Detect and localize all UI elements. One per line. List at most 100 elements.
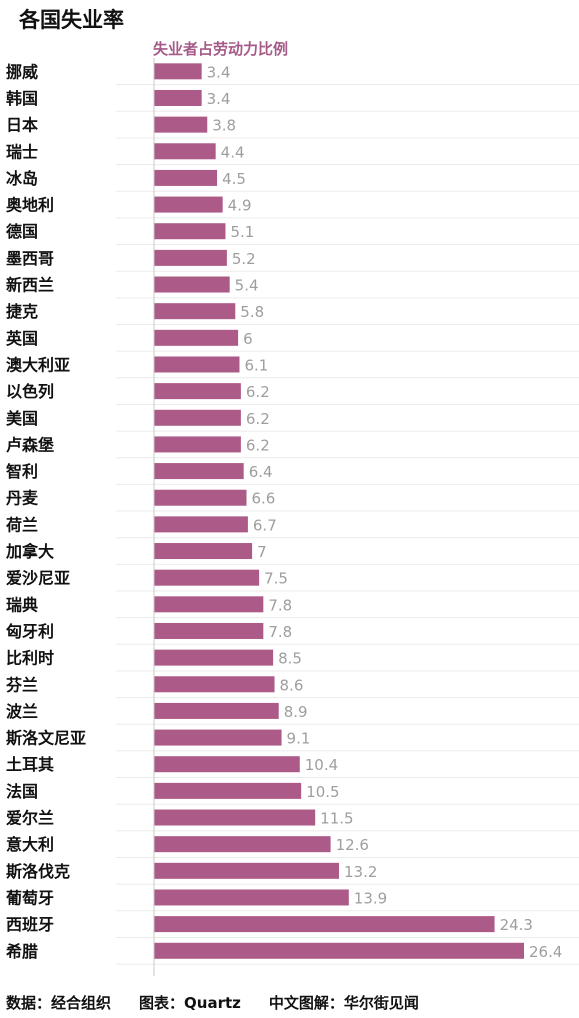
category-label: 新西兰: [6, 276, 54, 295]
value-label: 6.7: [253, 516, 277, 534]
category-label: 匈牙利: [5, 622, 54, 641]
bar: [154, 889, 349, 906]
value-label: 5.4: [235, 277, 259, 295]
category-label: 瑞典: [6, 595, 38, 614]
bar: [154, 143, 216, 160]
bar: [154, 276, 230, 293]
bar: [154, 63, 202, 80]
bar: [154, 516, 248, 533]
bar: [154, 622, 264, 639]
value-label: 13.2: [344, 863, 377, 881]
bar: [154, 543, 253, 560]
category-label: 日本: [6, 116, 38, 135]
category-label: 比利时: [6, 649, 54, 668]
category-label: 波兰: [6, 702, 38, 721]
category-label: 斯洛文尼亚: [6, 729, 86, 748]
category-label: 德国: [6, 222, 38, 241]
bar: [154, 356, 240, 373]
category-label: 墨西哥: [6, 249, 54, 268]
value-label: 8.9: [284, 703, 308, 721]
bar: [154, 596, 264, 613]
footer: 数据：经合组织 图表：Quartz 中文图解：华尔街见闻: [6, 992, 419, 1013]
value-label: 5.2: [232, 250, 256, 268]
bar: [154, 702, 279, 719]
bar: [154, 862, 339, 879]
category-label: 土耳其: [6, 755, 54, 774]
value-label: 3.4: [207, 63, 231, 81]
category-label: 爱尔兰: [6, 809, 54, 828]
value-label: 6.2: [246, 410, 270, 428]
bar: [154, 116, 208, 133]
bar: [154, 942, 524, 959]
bar-chart: 挪威 3.4 韩国 3.4 日本 3.8 瑞士 4.4 冰岛 4.5 奥地利 4.9 德国 5.1 墨西哥 5…: [5, 58, 579, 977]
value-label: 6.2: [246, 383, 270, 401]
chinese-credit: 中文图解：华尔街见闻: [268, 994, 419, 1012]
value-label: 8.6: [280, 676, 304, 694]
value-label: 10.4: [305, 756, 338, 774]
bar: [154, 223, 226, 240]
value-label: 6.1: [244, 356, 268, 374]
category-label: 澳大利亚: [6, 355, 70, 374]
bar: [154, 756, 300, 773]
category-label: 爱沙尼亚: [6, 569, 70, 588]
bar: [154, 676, 275, 693]
bar: [154, 89, 202, 106]
category-label: 美国: [6, 409, 38, 428]
category-label: 加拿大: [5, 542, 54, 561]
value-label: 26.4: [529, 943, 562, 961]
category-label: 瑞士: [6, 142, 38, 161]
bar: [154, 409, 241, 426]
category-label: 挪威: [6, 62, 38, 81]
category-label: 芬兰: [5, 675, 38, 694]
category-label: 捷克: [6, 302, 38, 321]
category-label: 葡萄牙: [5, 888, 54, 907]
category-label: 奥地利: [6, 196, 54, 215]
category-label: 韩国: [6, 89, 38, 108]
source-credit: 数据：经合组织: [6, 994, 112, 1012]
value-label: 4.4: [221, 143, 245, 161]
value-label: 7.5: [264, 570, 288, 588]
value-label: 12.6: [336, 836, 369, 854]
chart-credit: 图表：Quartz: [139, 994, 241, 1012]
bar: [154, 196, 223, 213]
bar: [154, 249, 227, 266]
value-label: 6.4: [249, 463, 273, 481]
category-label: 冰岛: [6, 169, 38, 188]
category-label: 智利: [6, 462, 38, 481]
bar: [154, 569, 260, 586]
value-label: 5.8: [240, 303, 264, 321]
bar: [154, 916, 495, 933]
value-label: 5.1: [230, 223, 254, 241]
category-label: 法国: [6, 782, 38, 801]
value-label: 7.8: [268, 596, 292, 614]
bar: [154, 782, 302, 799]
bar: [154, 329, 239, 346]
bar: [154, 436, 241, 453]
value-label: 11.5: [320, 810, 353, 828]
bar: [154, 463, 244, 480]
value-label: 24.3: [500, 916, 533, 934]
value-label: 4.9: [228, 197, 252, 215]
value-label: 6.2: [246, 436, 270, 454]
bar: [154, 383, 241, 400]
value-label: 9.1: [287, 730, 311, 748]
value-label: 6.6: [252, 490, 276, 508]
chart-subtitle: 失业者占劳动力比例: [153, 40, 289, 58]
value-label: 8.5: [278, 650, 302, 668]
value-label: 6: [243, 330, 253, 348]
bar: [154, 303, 236, 320]
category-label: 丹麦: [6, 489, 39, 508]
value-label: 10.5: [306, 783, 339, 801]
category-label: 西班牙: [6, 915, 54, 934]
bar: [154, 809, 316, 826]
bar: [154, 729, 282, 746]
value-label: 7.8: [268, 623, 292, 641]
bar: [154, 649, 274, 666]
value-label: 3.8: [212, 117, 236, 135]
category-label: 英国: [5, 329, 38, 348]
category-label: 意大利: [6, 835, 54, 854]
category-label: 斯洛伐克: [6, 862, 70, 881]
bar: [154, 489, 247, 506]
category-label: 卢森堡: [6, 435, 54, 454]
category-label: 以色列: [6, 382, 54, 401]
